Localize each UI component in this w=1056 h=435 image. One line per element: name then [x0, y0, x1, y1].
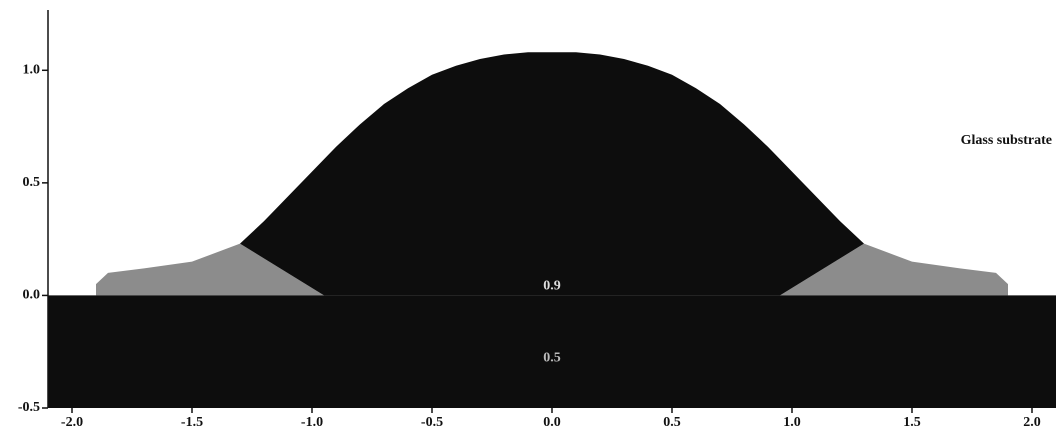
x-tick-label: -0.5 [421, 415, 443, 430]
x-tick-label: 0.0 [543, 415, 561, 430]
y-tick-label: 0.0 [23, 288, 41, 303]
x-tick-label: 0.5 [663, 415, 681, 430]
x-tick-label: -1.5 [181, 415, 203, 430]
annotation: 0.9 [543, 279, 561, 294]
x-tick-label: 2.0 [1023, 415, 1041, 430]
x-tick-label: -1.0 [301, 415, 323, 430]
chart: Glass substrate 0.9 0.5 -0.5 0.0 0.5 1.0 -2.0 -… [0, 0, 1056, 435]
y-tick-label: 0.5 [23, 175, 41, 190]
annotation: 0.5 [543, 351, 561, 366]
annotation: Glass substrate [961, 133, 1052, 148]
area [240, 52, 864, 295]
y-tick-label: 1.0 [23, 63, 41, 78]
x-tick-label: 1.0 [783, 415, 801, 430]
x-tick-label: -2.0 [61, 415, 83, 430]
x-tick-label: 1.5 [903, 415, 921, 430]
y-tick-label: -0.5 [18, 400, 40, 415]
